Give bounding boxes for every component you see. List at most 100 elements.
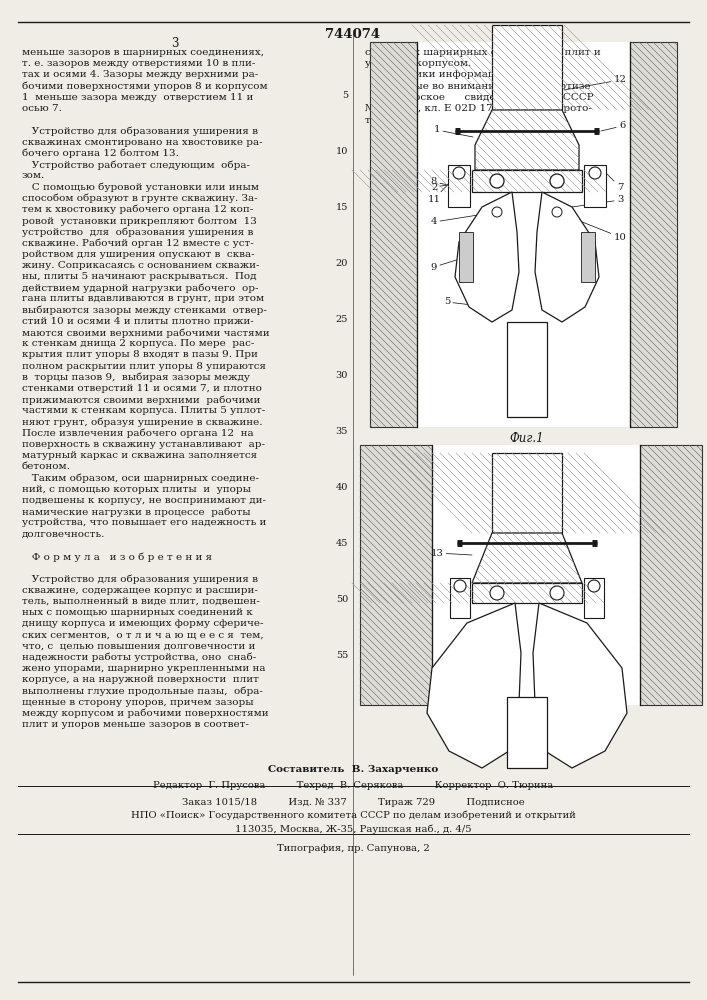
Text: 3: 3 <box>572 196 623 207</box>
Circle shape <box>492 207 502 217</box>
Text: плит и упоров меньше зазоров в соответ-: плит и упоров меньше зазоров в соответ- <box>22 720 249 729</box>
Text: 30: 30 <box>336 371 348 380</box>
Text: ствующих шарнирных соединениях плит и: ствующих шарнирных соединениях плит и <box>365 48 601 57</box>
Polygon shape <box>533 603 627 768</box>
Text: стенками отверстий 11 и осями 7, и плотно: стенками отверстий 11 и осями 7, и плотн… <box>22 384 262 393</box>
Text: Типография, пр. Сапунова, 2: Типография, пр. Сапунова, 2 <box>276 844 429 853</box>
Text: 3: 3 <box>171 37 179 50</box>
Text: ний, с помощью которых плиты  и  упоры: ний, с помощью которых плиты и упоры <box>22 485 251 494</box>
Text: надежности работы устройства, оно  снаб-: надежности работы устройства, оно снаб- <box>22 653 256 662</box>
Bar <box>472 583 582 603</box>
Text: 40: 40 <box>336 483 348 492</box>
Text: бочими поверхностями упоров 8 и корпусом: бочими поверхностями упоров 8 и корпусом <box>22 82 268 91</box>
Text: Таким образом, оси шарнирных соедине-: Таким образом, оси шарнирных соедине- <box>22 474 259 483</box>
Text: действием ударной нагрузки рабочего  ор-: действием ударной нагрузки рабочего ор- <box>22 283 259 293</box>
Text: скважине. Рабочий орган 12 вместе с уст-: скважине. Рабочий орган 12 вместе с уст- <box>22 238 254 248</box>
Bar <box>507 697 547 768</box>
Text: Устройство для образования уширения в: Устройство для образования уширения в <box>22 574 258 584</box>
Text: упоров с корпусом.: упоров с корпусом. <box>365 59 472 68</box>
Bar <box>581 232 595 282</box>
Polygon shape <box>472 533 582 583</box>
Text: прижимаются своими верхними  рабочими: прижимаются своими верхними рабочими <box>22 395 260 405</box>
Text: тем к хвостовику рабочего органа 12 коп-: тем к хвостовику рабочего органа 12 коп- <box>22 205 253 214</box>
Text: в  торцы пазов 9,  выбирая зазоры между: в торцы пазов 9, выбирая зазоры между <box>22 373 250 382</box>
Text: С помощью буровой установки или иным: С помощью буровой установки или иным <box>22 182 259 192</box>
Text: 20: 20 <box>336 259 348 268</box>
Text: 9: 9 <box>431 257 466 271</box>
Text: маются своими верхними рабочими частями: маются своими верхними рабочими частями <box>22 328 269 338</box>
Polygon shape <box>535 192 599 322</box>
Circle shape <box>552 207 562 217</box>
Text: 5: 5 <box>444 298 489 307</box>
Text: 1: 1 <box>434 125 473 137</box>
Text: 1. Авторское      свидетельство      СССР: 1. Авторское свидетельство СССР <box>365 93 594 102</box>
Text: 744074: 744074 <box>325 28 380 41</box>
Text: 11: 11 <box>428 173 459 204</box>
Text: 6: 6 <box>601 121 625 131</box>
Text: 12: 12 <box>564 76 626 90</box>
Text: Ф о р м у л а   и з о б р е т е н и я: Ф о р м у л а и з о б р е т е н и я <box>22 552 212 561</box>
Circle shape <box>550 586 564 600</box>
Text: тель, выполненный в виде плит, подвешен-: тель, выполненный в виде плит, подвешен- <box>22 597 260 606</box>
Bar <box>630 42 677 427</box>
Text: Фиг.1: Фиг.1 <box>510 432 544 445</box>
Bar <box>448 165 470 207</box>
Text: подвешены к корпусу, не воспринимают ди-: подвешены к корпусу, не воспринимают ди- <box>22 496 266 505</box>
Text: устройство  для  образования уширения в: устройство для образования уширения в <box>22 227 253 237</box>
Text: бочего органа 12 болтом 13.: бочего органа 12 болтом 13. <box>22 149 179 158</box>
Text: осью 7.: осью 7. <box>22 104 62 113</box>
Circle shape <box>453 167 465 179</box>
Bar <box>584 578 604 618</box>
Bar <box>370 42 417 427</box>
Bar <box>492 453 562 533</box>
Text: 55: 55 <box>336 651 348 660</box>
Text: 45: 45 <box>336 539 348 548</box>
Text: устройства, что повышает его надежность и: устройства, что повышает его надежность … <box>22 518 267 527</box>
Text: няют грунт, образуя уширение в скважине.: няют грунт, образуя уширение в скважине. <box>22 418 262 427</box>
Text: способом образуют в грунте скважину. За-: способом образуют в грунте скважину. За- <box>22 194 257 203</box>
Polygon shape <box>455 192 519 322</box>
Text: бетоном.: бетоном. <box>22 462 71 471</box>
Text: что, с  целью повышения долговечности и: что, с целью повышения долговечности и <box>22 642 255 651</box>
Bar <box>417 42 630 427</box>
Circle shape <box>589 167 601 179</box>
Bar <box>459 232 473 282</box>
Text: НПО «Поиск» Государственного комитета СССР по делам изобретений и открытий: НПО «Поиск» Государственного комитета СС… <box>131 811 575 820</box>
Text: 50: 50 <box>336 595 348 604</box>
Text: 4: 4 <box>431 212 497 227</box>
Circle shape <box>588 580 600 592</box>
Circle shape <box>454 580 466 592</box>
Text: 1  меньше зазора между  отверстием 11 и: 1 меньше зазора между отверстием 11 и <box>22 93 253 102</box>
Bar <box>472 170 582 192</box>
Text: гана плиты вдавливаются в грунт, при этом: гана плиты вдавливаются в грунт, при это… <box>22 294 264 303</box>
Text: 113035, Москва, Ж-35, Раушская наб., д. 4/5: 113035, Москва, Ж-35, Раушская наб., д. … <box>235 824 472 834</box>
Polygon shape <box>475 110 579 170</box>
Text: Устройство работает следующим  обра-: Устройство работает следующим обра- <box>22 160 250 169</box>
Text: полном раскрытии плит упоры 8 упираются: полном раскрытии плит упоры 8 упираются <box>22 362 266 371</box>
Text: стий 10 и осями 4 и плиты плотно прижи-: стий 10 и осями 4 и плиты плотно прижи- <box>22 317 254 326</box>
Text: щенные в сторону упоров, причем зазоры: щенные в сторону упоров, причем зазоры <box>22 698 254 707</box>
Bar <box>450 578 470 618</box>
Text: Редактор  Г. Прусова          Техред  В. Серякова          Корректор  О. Тюрина: Редактор Г. Прусова Техред В. Серякова К… <box>153 781 553 790</box>
Text: 5: 5 <box>342 91 348 100</box>
Text: ных с помощью шарнирных соединений к: ных с помощью шарнирных соединений к <box>22 608 252 617</box>
Text: 10: 10 <box>557 212 626 241</box>
Bar <box>432 445 640 705</box>
Text: корпусе, а на наружной поверхности  плит: корпусе, а на наружной поверхности плит <box>22 675 259 684</box>
Text: намические нагрузки в процессе  работы: намические нагрузки в процессе работы <box>22 507 250 517</box>
Text: жину. Соприкасаясь с основанием скважи-: жину. Соприкасаясь с основанием скважи- <box>22 261 259 270</box>
Text: Устройство для образования уширения в: Устройство для образования уширения в <box>22 126 258 136</box>
Text: частями к стенкам корпуса. Плиты 5 уплот-: частями к стенкам корпуса. Плиты 5 уплот… <box>22 406 265 415</box>
Text: 13: 13 <box>431 548 472 558</box>
Text: После извлечения рабочего органа 12  на: После извлечения рабочего органа 12 на <box>22 429 254 438</box>
Text: Источники информации,: Источники информации, <box>365 70 512 79</box>
Text: меньше зазоров в шарнирных соединениях,: меньше зазоров в шарнирных соединениях, <box>22 48 264 57</box>
Text: матурный каркас и скважина заполняется: матурный каркас и скважина заполняется <box>22 451 257 460</box>
Circle shape <box>490 586 504 600</box>
Text: днищу корпуса и имеющих форму сфериче-: днищу корпуса и имеющих форму сфериче- <box>22 619 264 628</box>
Text: ны, плиты 5 начинают раскрываться.  Под: ны, плиты 5 начинают раскрываться. Под <box>22 272 257 281</box>
Text: скважинах смонтировано на хвостовике ра-: скважинах смонтировано на хвостовике ра- <box>22 138 262 147</box>
Text: зом.: зом. <box>22 171 45 180</box>
Text: поверхность в скважину устанавливают  ар-: поверхность в скважину устанавливают ар- <box>22 440 265 449</box>
Bar <box>584 165 606 207</box>
